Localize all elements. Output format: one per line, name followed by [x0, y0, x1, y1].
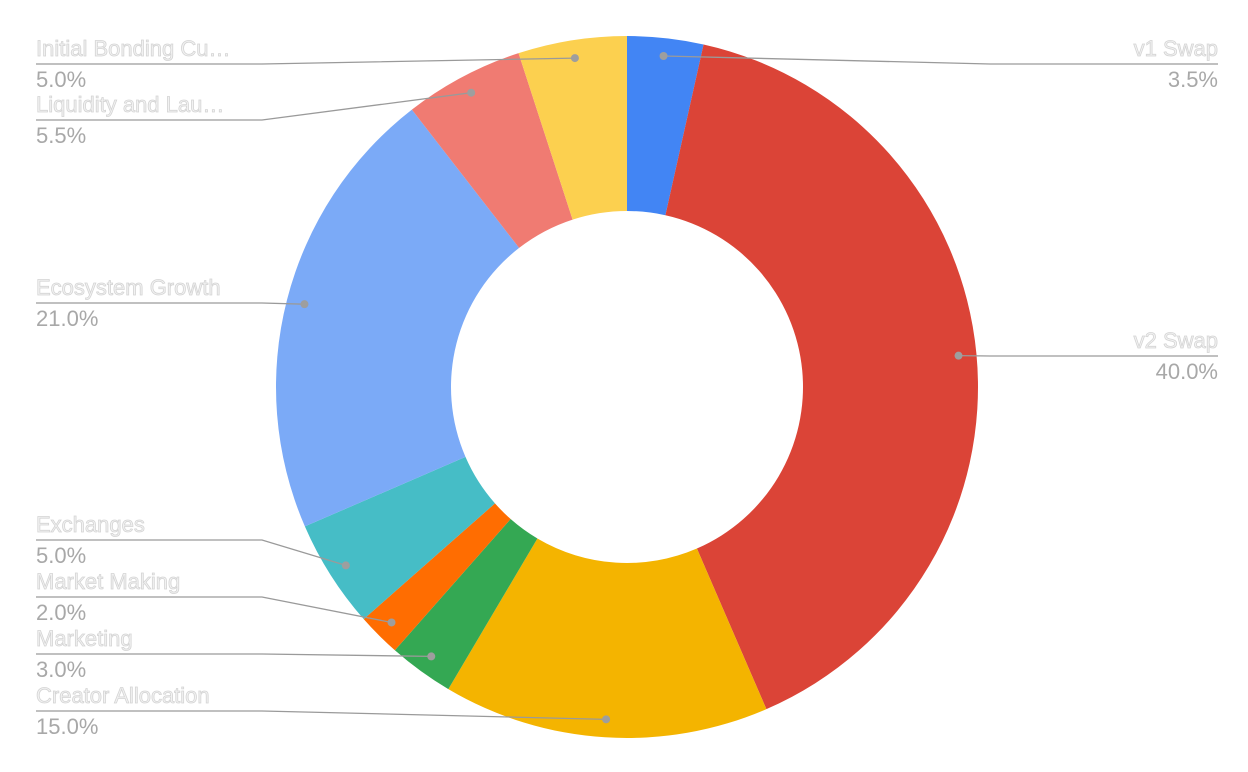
- leader-dot: [659, 52, 668, 61]
- slice-label-percent: 5.5%: [36, 123, 86, 148]
- leader-line: [36, 653, 432, 658]
- leader-line: [663, 55, 1218, 65]
- leader-dot: [570, 54, 579, 63]
- slice-label-name: Ecosystem Growth: [36, 275, 221, 300]
- slice-v1-swap[interactable]: [627, 36, 704, 216]
- leader-dot: [341, 561, 350, 570]
- leader-lines: [36, 52, 1218, 724]
- slice-label-name: Marketing: [36, 626, 133, 651]
- slice-label-name: Exchanges: [36, 512, 145, 537]
- slice-label-name: Creator Allocation: [36, 683, 210, 708]
- slice-label-percent: 5.0%: [36, 67, 86, 92]
- leader-line: [36, 302, 305, 305]
- slice-liquidity-and-lau[interactable]: [411, 53, 573, 248]
- slice-labels: v1 Swap 3.5% v2 Swap 40.0% Creator Allocatio…: [36, 36, 1219, 739]
- leader-dot: [467, 88, 476, 97]
- slice-exchanges[interactable]: [304, 456, 495, 620]
- slice-market-making[interactable]: [363, 503, 511, 651]
- slice-label-percent: 3.0%: [36, 657, 86, 682]
- slice-label-name: v1 Swap: [1134, 36, 1218, 61]
- slice-v2-swap[interactable]: [665, 44, 978, 710]
- slice-label-percent: 2.0%: [36, 600, 86, 625]
- leader-line: [36, 92, 472, 121]
- slice-label-percent: 21.0%: [36, 306, 98, 331]
- leader-dot: [427, 652, 436, 661]
- slice-label-name: v2 Swap: [1134, 328, 1218, 353]
- slice-initial-bonding-cu[interactable]: [518, 36, 627, 220]
- slice-label-name: Market Making: [36, 569, 180, 594]
- slice-label-name: Liquidity and Lau…: [36, 92, 224, 117]
- leader-dot: [300, 300, 309, 309]
- slice-ecosystem-growth[interactable]: [276, 109, 520, 527]
- leader-line: [36, 710, 607, 720]
- slice-label-percent: 3.5%: [1168, 67, 1218, 92]
- slice-label-percent: 40.0%: [1156, 359, 1218, 384]
- leader-dot: [954, 351, 963, 360]
- slice-creator-allocation[interactable]: [448, 538, 767, 738]
- leader-line: [36, 57, 575, 65]
- leader-line: [36, 539, 347, 567]
- leader-line: [36, 596, 392, 624]
- slice-label-percent: 5.0%: [36, 543, 86, 568]
- slice-label-name: Initial Bonding Cu…: [36, 36, 230, 61]
- slice-marketing[interactable]: [394, 519, 538, 690]
- leader-dot: [602, 715, 611, 724]
- leader-dot: [387, 618, 396, 627]
- slice-label-percent: 15.0%: [36, 714, 98, 739]
- slices: [276, 36, 978, 738]
